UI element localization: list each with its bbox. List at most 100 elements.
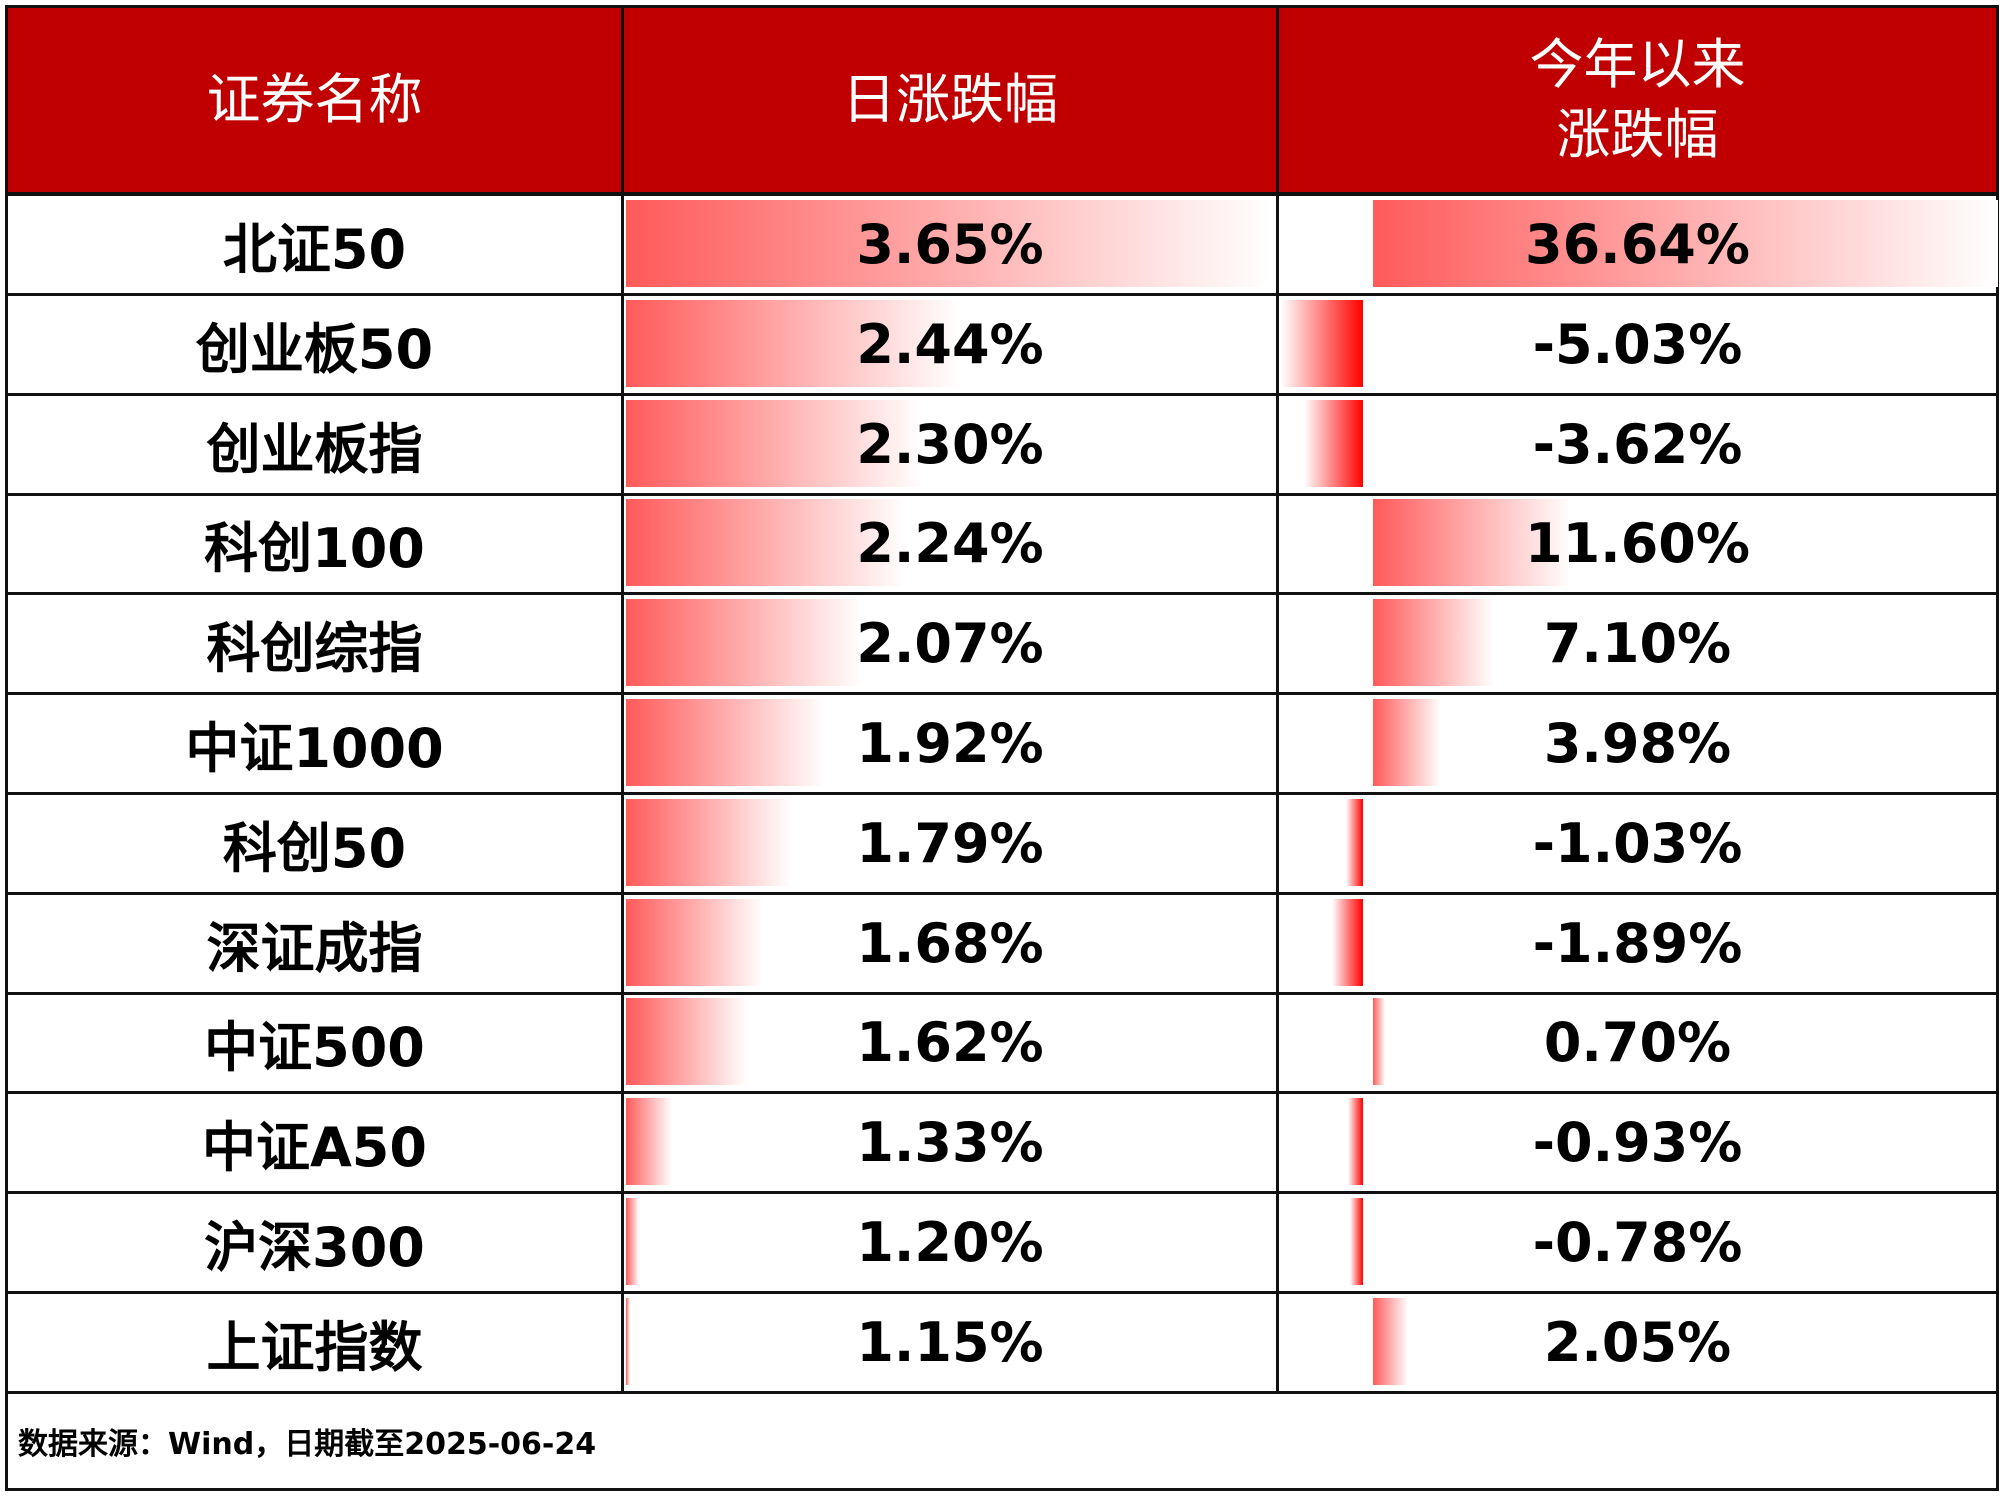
daily-change-cell-value: 1.33% [856, 1111, 1044, 1175]
daily-change-cell: 1.15% [624, 1293, 1279, 1394]
header-security-name: 证券名称 [8, 8, 624, 196]
security-name-cell-value: 中证1000 [185, 717, 444, 780]
security-name-cell: 中证500 [8, 994, 624, 1095]
security-name-cell: 创业板指 [8, 395, 624, 496]
ytd-change-cell-value: 2.05% [1543, 1310, 1732, 1374]
daily-data-bar [626, 1297, 630, 1385]
ytd-change-cell: 0.70% [1279, 994, 1996, 1095]
security-name-cell-value: 中证500 [204, 1016, 425, 1080]
ytd-change-cell-value: -0.78% [1532, 1211, 1743, 1274]
daily-change-cell: 2.44% [624, 295, 1279, 396]
header-ytd-change: 今年以来 涨跌幅 [1279, 8, 1996, 196]
daily-change-cell-value: 2.07% [856, 612, 1044, 676]
ytd-data-bar [1281, 299, 1363, 387]
security-name-cell-value: 中证A50 [202, 1116, 427, 1180]
daily-data-bar [626, 200, 1271, 287]
ytd-change-cell-value: 0.70% [1543, 1011, 1732, 1075]
ytd-change-cell: -1.89% [1279, 895, 1996, 995]
ytd-change-cell: 7.10% [1279, 595, 1996, 696]
security-name-cell-value: 上证指数 [206, 1315, 423, 1379]
security-name-cell-value: 创业板50 [195, 317, 434, 381]
security-name-cell: 创业板50 [8, 295, 624, 396]
security-name-cell-value: 创业板指 [206, 417, 423, 481]
ytd-change-cell: -5.03% [1279, 296, 1996, 396]
header-label: 证券名称 [206, 68, 423, 131]
daily-data-bar [626, 699, 825, 786]
daily-change-cell-value: 2.24% [856, 512, 1044, 576]
ytd-data-bar [1373, 499, 1571, 587]
security-name-cell: 科创50 [8, 794, 624, 895]
security-name-cell: 科创综指 [8, 595, 624, 696]
ytd-change-cell-value: -1.03% [1532, 811, 1743, 875]
ytd-change-cell-value: 36.64% [1525, 213, 1750, 276]
ytd-data-bar [1347, 1098, 1363, 1186]
daily-change-cell: 2.30% [624, 395, 1279, 496]
security-name-cell-value: 科创综指 [206, 617, 423, 681]
ytd-change-cell-value: 7.10% [1543, 612, 1732, 676]
daily-change-cell: 1.62% [624, 994, 1279, 1095]
daily-change-cell: 1.68% [624, 894, 1279, 995]
daily-data-bar [626, 898, 763, 986]
daily-change-cell-value: 1.92% [856, 712, 1044, 775]
ytd-data-bar [1373, 998, 1385, 1086]
daily-change-cell: 3.65% [624, 196, 1279, 296]
daily-change-cell: 2.24% [624, 495, 1279, 596]
ytd-change-cell: -0.93% [1279, 1094, 1996, 1195]
daily-change-cell-value: 2.30% [856, 412, 1044, 476]
ytd-change-cell: -3.62% [1279, 396, 1996, 496]
daily-change-cell: 1.33% [624, 1094, 1279, 1195]
ytd-data-bar [1373, 699, 1441, 786]
ytd-data-bar [1304, 399, 1363, 487]
daily-data-bar [626, 798, 792, 886]
ytd-change-cell: -0.78% [1279, 1194, 1996, 1294]
daily-change-cell-value: 2.44% [856, 312, 1044, 376]
daily-change-cell: 1.79% [624, 794, 1279, 895]
security-name-cell-value: 沪深300 [204, 1216, 425, 1279]
security-name-cell: 上证指数 [8, 1293, 624, 1394]
daily-change-cell-value: 1.68% [856, 911, 1044, 975]
daily-change-cell-value: 1.62% [856, 1011, 1044, 1075]
ytd-change-cell-value: 11.60% [1525, 512, 1750, 576]
ytd-data-bar [1346, 798, 1363, 886]
daily-change-cell: 1.92% [624, 695, 1279, 795]
daily-change-cell-value: 1.15% [856, 1310, 1044, 1374]
ytd-change-cell-value: -5.03% [1532, 312, 1743, 376]
header-label-line2: 涨跌幅 [1556, 103, 1719, 166]
daily-change-cell: 1.20% [624, 1194, 1279, 1294]
daily-change-cell: 2.07% [624, 595, 1279, 696]
daily-data-bar [626, 998, 748, 1086]
ytd-change-cell: 11.60% [1279, 495, 1996, 596]
daily-data-bar [626, 499, 908, 587]
security-name-cell: 北证50 [8, 196, 624, 296]
security-name-cell-value: 科创100 [204, 517, 425, 581]
security-name-cell: 沪深300 [8, 1194, 624, 1294]
ytd-data-bar [1373, 1297, 1408, 1385]
index-performance-table: 证券名称 日涨跌幅 今年以来 涨跌幅 北证50 3.65% 36.64% 创业板50 2… [5, 5, 1999, 1491]
daily-change-cell-value: 3.65% [856, 213, 1044, 276]
ytd-data-bar [1373, 599, 1495, 687]
security-name-cell-value: 科创50 [222, 816, 407, 880]
daily-data-bar [626, 599, 864, 687]
header-daily-change: 日涨跌幅 [624, 8, 1279, 196]
ytd-change-cell: 36.64% [1279, 196, 1998, 296]
daily-data-bar [626, 1098, 673, 1186]
ytd-change-cell-value: -1.89% [1532, 911, 1743, 975]
header-label: 日涨跌幅 [842, 68, 1058, 131]
daily-change-cell-value: 1.20% [856, 1211, 1044, 1274]
ytd-data-bar [1373, 200, 1998, 287]
ytd-change-cell: 3.98% [1279, 695, 1996, 795]
ytd-data-bar [1350, 1198, 1363, 1285]
daily-data-bar [626, 399, 923, 487]
security-name-cell-value: 深证成指 [206, 916, 423, 980]
ytd-change-cell-value: -3.62% [1532, 412, 1743, 476]
ytd-change-cell-value: -0.93% [1532, 1111, 1743, 1175]
ytd-data-bar [1332, 898, 1363, 986]
security-name-cell: 中证A50 [8, 1094, 624, 1195]
ytd-change-cell-value: 3.98% [1543, 712, 1732, 775]
ytd-change-cell: -1.03% [1279, 795, 1996, 895]
ytd-change-cell: 2.05% [1279, 1294, 1996, 1394]
source-note: 数据来源：Wind，日期截至2025-06-24 [18, 1427, 597, 1462]
daily-data-bar [626, 299, 959, 387]
security-name-cell-value: 北证50 [222, 218, 407, 281]
security-name-cell: 深证成指 [8, 894, 624, 995]
